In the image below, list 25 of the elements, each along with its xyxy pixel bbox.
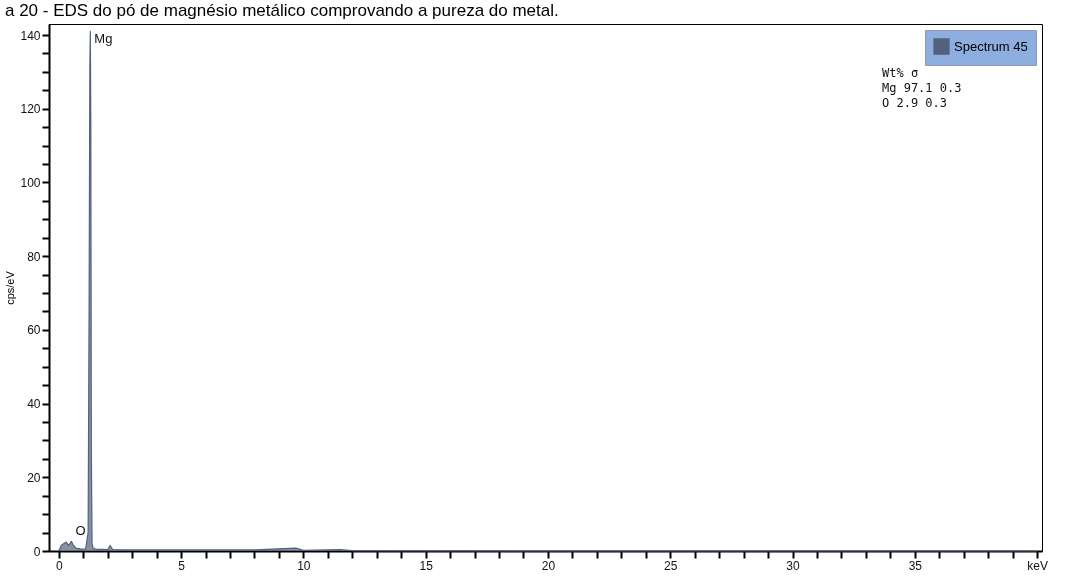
x-tick-label: 30: [786, 558, 801, 573]
y-tick-label: 80: [27, 249, 41, 264]
x-tick-label: 35: [908, 558, 923, 573]
y-tick-label: 40: [27, 397, 41, 412]
y-tick-label: 140: [20, 28, 41, 43]
chart-title: a 20 - EDS do pó de magnésio metálico comprovando a pureza do metal.: [4, 1, 559, 20]
x-tick-label: keV: [1027, 558, 1048, 573]
y-tick-label: 20: [27, 470, 41, 485]
y-tick-label: 120: [20, 102, 41, 117]
y-tick-label: 0: [33, 544, 41, 559]
x-tick-label: 10: [297, 558, 311, 573]
y-tick-label: 100: [20, 175, 41, 190]
y-tick-label: 60: [27, 323, 41, 338]
x-tick-label: 25: [664, 558, 678, 573]
annotation: O: [75, 523, 86, 539]
legend-label: Spectrum 45: [954, 38, 1028, 54]
x-tick-label: 0: [55, 558, 63, 573]
y-axis-title: cps/eV: [4, 270, 17, 305]
x-tick-label: 20: [541, 558, 556, 573]
annotation: Mg: [94, 31, 113, 47]
annotation: Wt% σ: [882, 66, 919, 80]
x-tick-label: 5: [178, 558, 186, 573]
x-tick-label: 15: [419, 558, 434, 573]
annotation: O 2.9 0.3: [882, 96, 948, 110]
annotation: Mg 97.1 0.3: [882, 81, 962, 95]
